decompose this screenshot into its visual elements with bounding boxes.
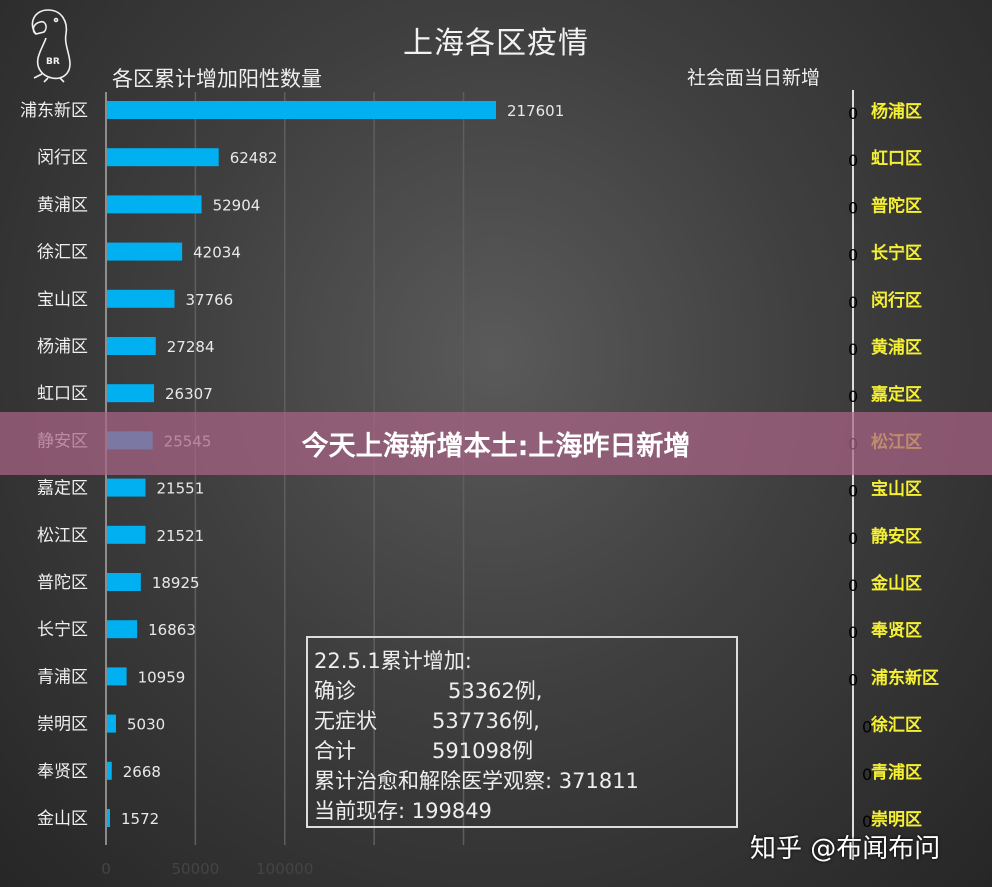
right-value-label: 0 — [862, 765, 872, 784]
data-label: 42034 — [193, 244, 241, 262]
category-label: 长宁区 — [37, 620, 88, 640]
bar — [107, 289, 175, 308]
right-category-label: 浦东新区 — [871, 667, 939, 688]
right-value-label: 0 — [848, 293, 858, 312]
parrot-logo-icon: BR — [31, 9, 71, 83]
summary-box: 22.5.1累计增加: 确诊 53362例, 无症状 537736例, 合计 5910… — [306, 636, 738, 828]
right-value-label: 0 — [848, 198, 858, 217]
category-label: 闵行区 — [37, 148, 88, 168]
right-category-label: 长宁区 — [871, 243, 922, 264]
category-label: 奉贤区 — [37, 762, 88, 782]
right-category-label: 奉贤区 — [870, 620, 922, 641]
right-value-label: 0 — [862, 718, 872, 737]
right-value-label: 0 — [862, 812, 872, 831]
bar — [107, 337, 156, 355]
summary-current: 当前现存: 199849 — [314, 799, 492, 823]
data-label: 52904 — [213, 196, 261, 214]
chart-title: 上海各区疫情 — [403, 26, 589, 61]
headline-banner: 今天上海新增本土:上海昨日新增 — [0, 412, 992, 475]
right-category-label: 闵行区 — [871, 290, 922, 311]
summary-row-asymptomatic: 无症状 537736例, — [314, 709, 540, 733]
bar — [107, 525, 146, 544]
right-value-label: 0 — [848, 482, 858, 501]
summary-row-total: 合计 591098例 — [314, 739, 534, 763]
bar — [107, 761, 112, 780]
category-label: 宝山区 — [37, 290, 88, 310]
right-category-label: 崇明区 — [871, 810, 922, 830]
data-label: 16863 — [148, 621, 196, 639]
category-label: 杨浦区 — [37, 337, 88, 357]
data-label: 27284 — [167, 338, 215, 356]
right-category-label: 宝山区 — [871, 479, 922, 500]
x-tick-label: 0 — [101, 860, 111, 878]
data-label: 5030 — [127, 716, 165, 734]
bar — [107, 809, 110, 827]
right-category-label: 普陀区 — [871, 195, 922, 216]
category-label: 松江区 — [37, 526, 88, 546]
right-value-label: 0 — [848, 670, 858, 689]
left-subtitle: 各区累计增加阳性数量 — [112, 67, 322, 91]
data-label: 21551 — [157, 480, 205, 498]
data-label: 18925 — [152, 574, 200, 592]
bar — [107, 101, 496, 119]
data-label: 37766 — [186, 291, 234, 309]
bar — [107, 620, 138, 639]
bar — [107, 714, 116, 733]
bar — [107, 384, 155, 403]
right-value-label: 0 — [848, 387, 858, 406]
right-value-label: 0 — [848, 151, 858, 170]
right-value-label: 0 — [848, 623, 858, 642]
right-category-label: 杨浦区 — [871, 101, 922, 122]
data-label: 10959 — [138, 668, 186, 686]
bar — [107, 667, 127, 686]
x-tick-label: 50000 — [172, 860, 220, 878]
right-value-label: 0 — [848, 576, 858, 595]
category-label: 金山区 — [37, 809, 88, 829]
right-value-label: 0 — [848, 529, 858, 548]
x-tick-label: 100000 — [256, 860, 313, 878]
right-category-label: 黄浦区 — [871, 337, 922, 358]
right-category-label: 虹口区 — [871, 149, 922, 169]
right-value-label: 0 — [848, 104, 858, 123]
right-category-label: 徐汇区 — [870, 715, 922, 736]
data-label: 62482 — [230, 149, 278, 167]
bar — [107, 242, 183, 261]
summary-recovered: 累计治愈和解除医学观察: 371811 — [314, 769, 639, 793]
bar — [107, 195, 202, 214]
right-category-label: 嘉定区 — [870, 384, 922, 405]
category-label: 浦东新区 — [20, 101, 88, 121]
category-label: 黄浦区 — [37, 195, 88, 215]
right-value-label: 0 — [848, 340, 858, 359]
watermark: 知乎 @布闻布问 — [750, 834, 941, 864]
category-label: 青浦区 — [37, 667, 88, 687]
data-label: 1572 — [121, 810, 159, 828]
category-label: 嘉定区 — [37, 479, 88, 499]
svg-text:BR: BR — [46, 57, 60, 67]
data-label: 26307 — [165, 385, 213, 403]
data-label: 217601 — [507, 102, 564, 120]
data-label: 2668 — [123, 763, 161, 781]
data-label: 21521 — [156, 527, 204, 545]
category-label: 徐汇区 — [37, 243, 88, 263]
category-label: 虹口区 — [37, 384, 88, 404]
right-category-label: 静安区 — [871, 526, 922, 547]
right-value-label: 0 — [848, 246, 858, 265]
category-label: 普陀区 — [37, 573, 88, 593]
summary-row-confirmed: 确诊 53362例, — [314, 679, 543, 703]
summary-heading: 22.5.1累计增加: — [314, 649, 472, 673]
bar — [107, 478, 146, 497]
right-category-label: 金山区 — [870, 573, 922, 594]
category-label: 崇明区 — [37, 715, 88, 735]
right-subtitle: 社会面当日新增 — [687, 67, 821, 89]
right-category-label: 青浦区 — [871, 762, 922, 783]
bar — [107, 148, 219, 167]
bar — [107, 573, 141, 591]
